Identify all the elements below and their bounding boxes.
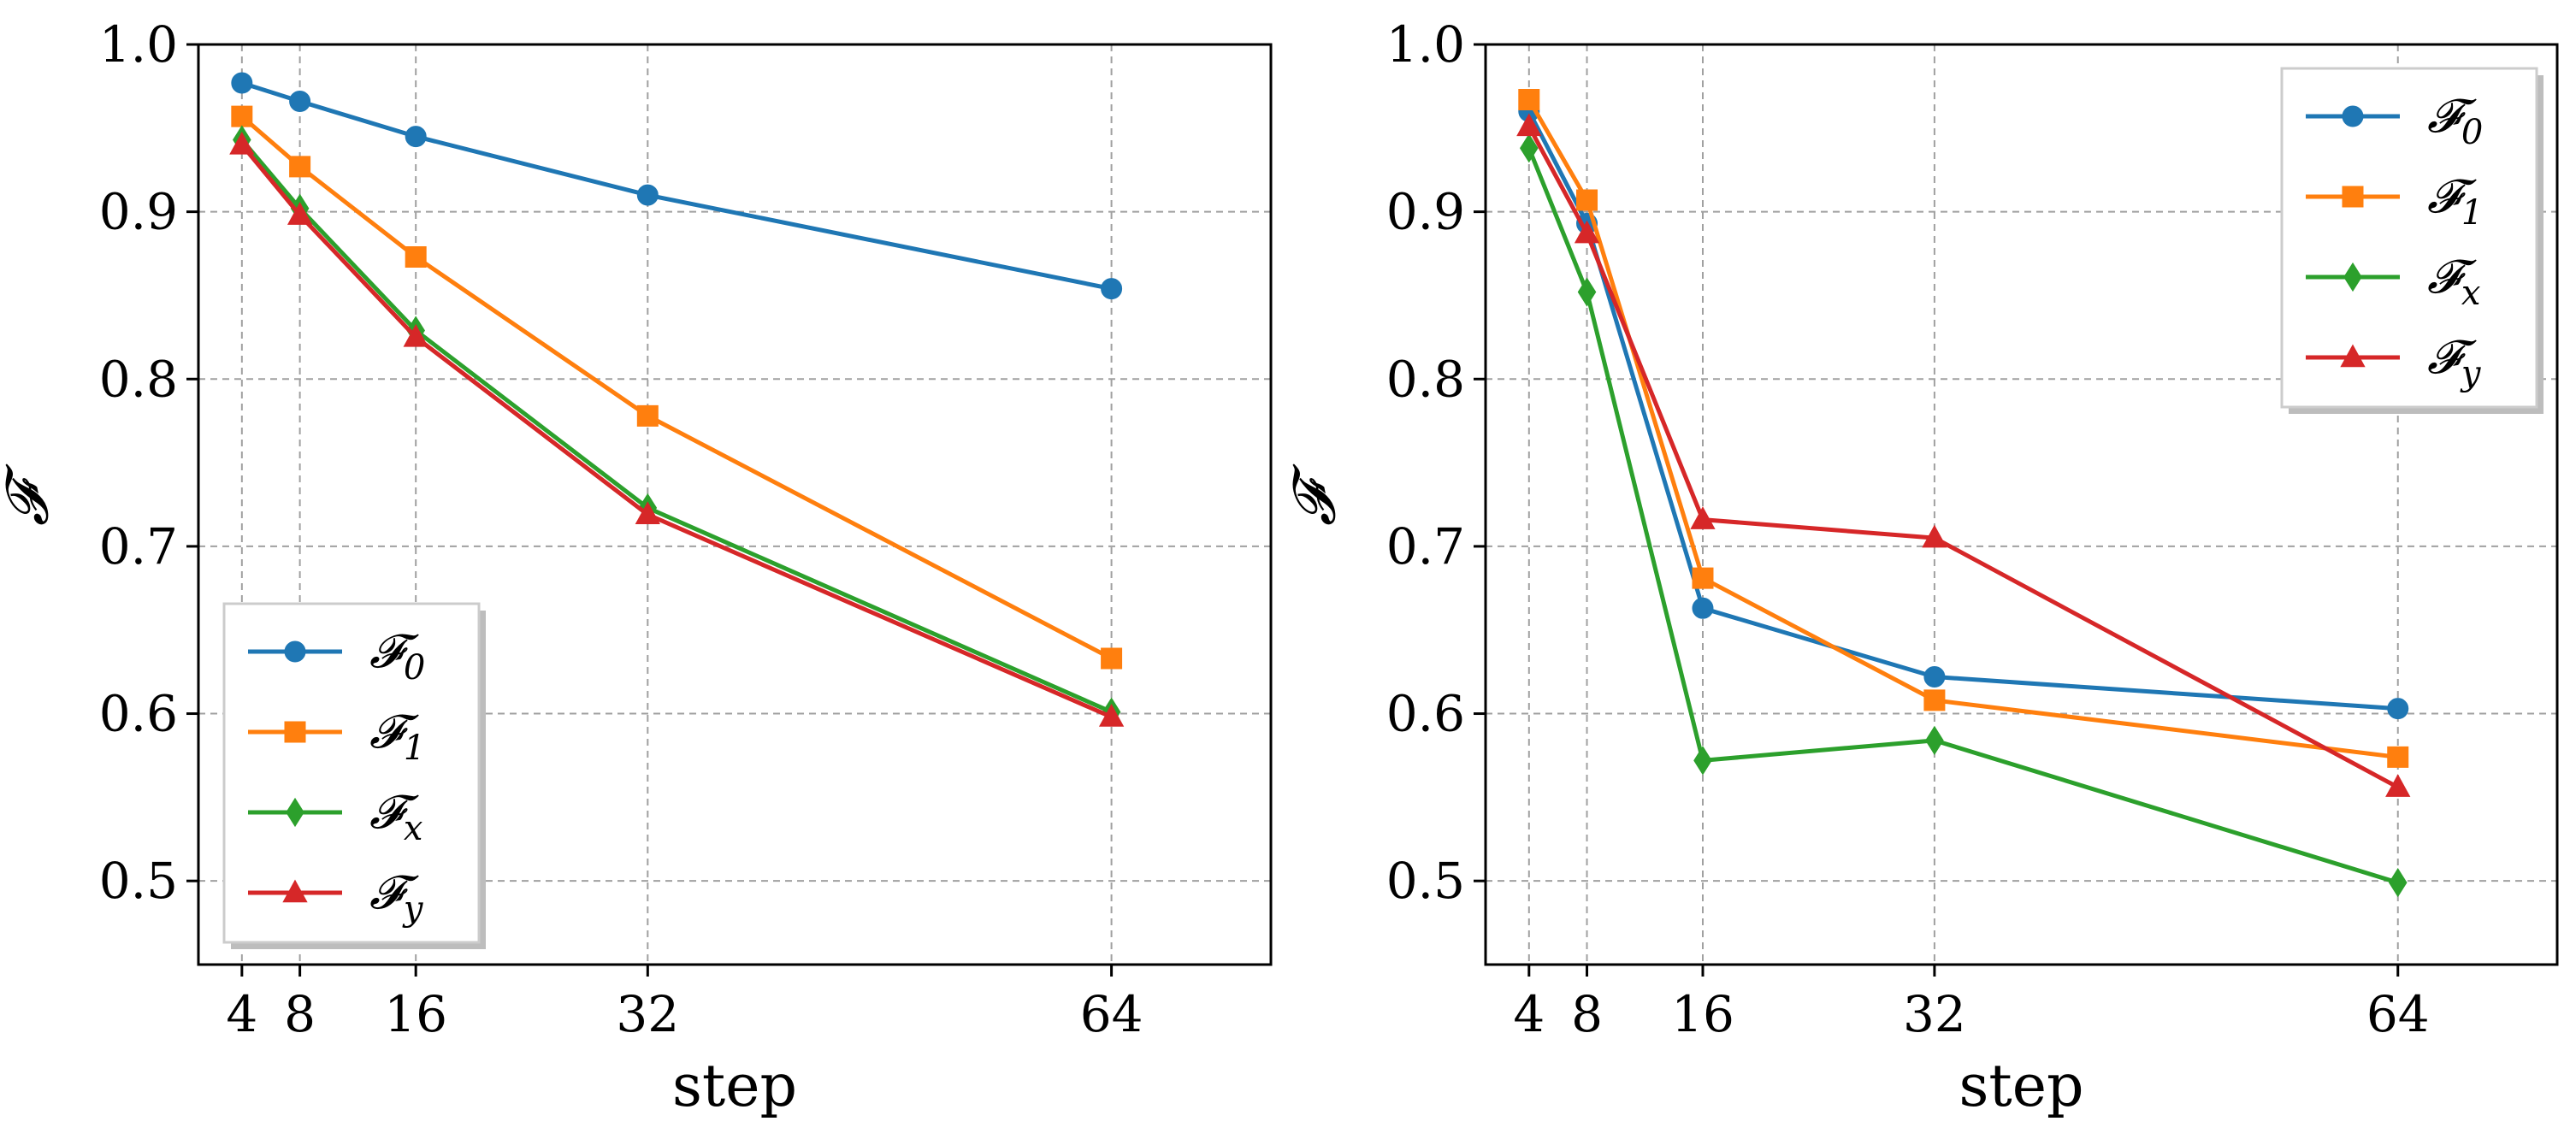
legend-subscript: 0 [404, 648, 425, 688]
y-tick-label: 0.8 [99, 350, 178, 408]
y-tick-label: 1.0 [99, 15, 178, 74]
data-point-1 [2387, 746, 2409, 768]
legend-marker [2342, 186, 2364, 208]
data-point-y [403, 323, 428, 347]
y-tick-label: 1.0 [1386, 15, 1465, 74]
data-point-0 [289, 91, 311, 113]
legend-box [2280, 67, 2538, 409]
x-tick-label: 8 [284, 985, 316, 1043]
legend-subscript: 0 [2461, 113, 2483, 152]
y-tick-label: 0.7 [1386, 517, 1465, 575]
plot-frame [1484, 43, 2559, 966]
y-tick-label: 0.5 [99, 852, 178, 910]
data-point-y [229, 131, 255, 155]
data-point-y [1516, 113, 1542, 137]
x-tick-label: 32 [616, 985, 679, 1043]
legend-subscript: 1 [2461, 193, 2483, 233]
x-tick-label: 16 [384, 985, 447, 1043]
x-tick-label: 8 [1571, 985, 1603, 1043]
data-point-y [287, 202, 313, 225]
y-tick-label: 0.5 [1386, 852, 1465, 910]
data-point-0 [1101, 278, 1123, 300]
legend-marker [286, 797, 304, 828]
y-tick-label: 0.9 [99, 183, 178, 241]
legend-label: 𝓕0 [369, 624, 425, 688]
data-point-1 [636, 404, 659, 427]
data-point-y [1574, 220, 1600, 244]
x-tick-label: 16 [1671, 985, 1734, 1043]
data-point-1 [1518, 89, 1540, 111]
data-point-0 [1692, 597, 1714, 619]
data-point-1 [289, 156, 311, 178]
data-point-1 [405, 245, 427, 268]
data-point-y [1690, 506, 1716, 529]
x-axis-label: step [1959, 1053, 2084, 1120]
legend-marker [2342, 105, 2364, 127]
legend-subscript: y [402, 889, 424, 929]
x-tick-label: 32 [1903, 985, 1966, 1043]
data-point-x [1520, 133, 1539, 163]
y-tick-label: 0.9 [1386, 183, 1465, 241]
data-point-1 [1923, 689, 1946, 711]
legend-label: 𝓕y [2427, 330, 2482, 393]
data-point-0 [636, 184, 659, 206]
legend-subscript: y [2460, 354, 2482, 393]
y-tick-label: 0.6 [99, 685, 178, 743]
legend-label: 𝓕y [369, 865, 424, 929]
data-point-0 [405, 126, 427, 148]
series-line-1 [1527, 98, 2399, 759]
y-tick-label: 0.8 [1386, 350, 1465, 408]
data-point-y [1098, 704, 1125, 727]
y-axis-label: 𝓕 [0, 463, 62, 526]
legend-marker [284, 721, 306, 743]
x-tick-label: 4 [1513, 985, 1545, 1043]
x-tick-label: 4 [226, 985, 257, 1043]
x-tick-label: 64 [1080, 985, 1143, 1043]
legend-marker [284, 640, 306, 663]
legend-subscript: 1 [404, 729, 425, 768]
data-point-1 [231, 105, 253, 127]
data-point-0 [231, 72, 253, 94]
data-point-x [1577, 277, 1597, 307]
x-axis-label: step [672, 1053, 797, 1120]
y-tick-label: 0.6 [1386, 685, 1465, 743]
data-point-1 [1101, 647, 1123, 670]
data-point-x [1925, 725, 1944, 755]
series-line-0 [241, 80, 1113, 292]
y-axis-label: 𝓕 [1281, 463, 1349, 526]
series-line-1 [240, 115, 1113, 661]
data-point-0 [2387, 698, 2409, 720]
data-point-y [2385, 774, 2411, 797]
legend-marker [2343, 262, 2362, 292]
series-line-x [1527, 147, 2399, 885]
plot-frame [197, 43, 1273, 966]
data-point-y [635, 501, 660, 525]
legend-subscript: x [2461, 274, 2481, 313]
data-point-y [1922, 524, 1947, 548]
data-point-0 [1923, 666, 1946, 688]
data-point-x [1693, 746, 1712, 776]
legend-marker [282, 879, 308, 903]
data-point-x [2388, 868, 2408, 898]
data-point-1 [1576, 189, 1598, 211]
y-tick-label: 0.7 [99, 517, 178, 575]
data-point-1 [1692, 567, 1714, 589]
x-tick-label: 64 [2366, 985, 2430, 1043]
legend-marker [2340, 344, 2366, 368]
legend-subscript: x [404, 809, 423, 848]
legend-box [222, 602, 481, 944]
legend-label: 𝓕1 [369, 705, 425, 768]
